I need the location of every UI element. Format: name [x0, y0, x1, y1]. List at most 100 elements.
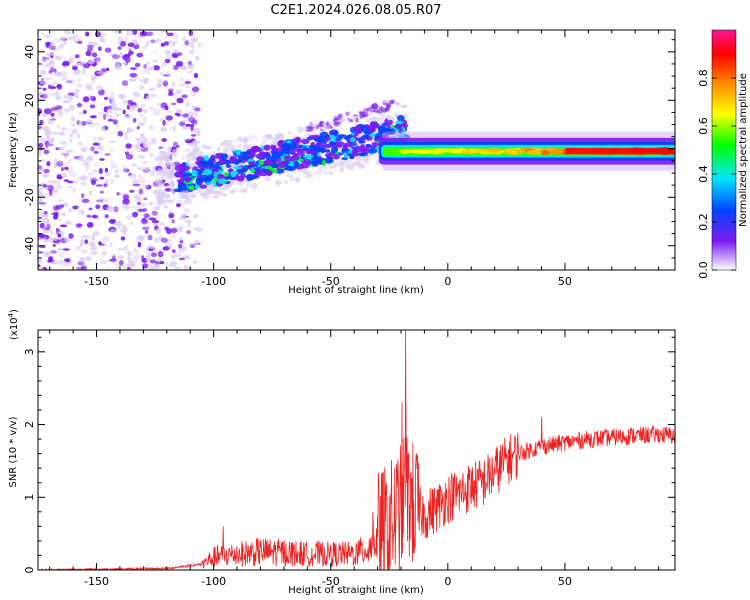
- spectrogram-noise-blob: [68, 207, 72, 213]
- y-tick-label: 3: [23, 348, 36, 355]
- spectrogram-noise-blob: [76, 40, 83, 44]
- spectrogram-noise-blob: [63, 202, 68, 207]
- spectrogram-noise-blob: [104, 218, 108, 221]
- spectrogram-noise-blob: [181, 65, 186, 69]
- spectrogram-noise-blob: [135, 209, 141, 213]
- spectrogram-noise-blob: [74, 88, 80, 95]
- x-tick-label: -100: [201, 575, 226, 588]
- spectrogram-noise-blob: [134, 249, 140, 254]
- spectrogram-noise-blob: [185, 140, 193, 144]
- snr-background: [38, 330, 675, 570]
- spectrogram-branch-blob: [317, 124, 324, 128]
- spectrogram-noise-blob: [38, 142, 44, 148]
- spectrogram-noise-blob: [87, 171, 96, 176]
- spectrogram-noise-blob: [114, 113, 120, 118]
- spectrogram-noise-blob: [80, 209, 85, 216]
- spectrogram-noise-blob: [90, 122, 94, 128]
- spectrogram-noise-blob: [72, 186, 77, 194]
- spectrogram-noise-blob: [104, 197, 110, 203]
- spectrogram-noise-blob: [193, 72, 198, 79]
- spectrogram-noise-blob: [188, 89, 192, 93]
- spectrogram-noise-blob: [127, 51, 132, 57]
- spectrogram-noise-blob: [49, 60, 54, 66]
- spectrogram-noise-blob: [162, 80, 169, 87]
- spectrogram-branch-blob: [381, 100, 389, 105]
- spectrogram-track-halo: [211, 189, 219, 195]
- spectrogram-noise-blob: [81, 193, 85, 199]
- spectrogram-noise-blob: [190, 134, 197, 137]
- spectrogram-track-blob: [203, 155, 209, 162]
- spectrogram-noise-blob: [53, 211, 59, 217]
- spectrogram-noise-blob: [181, 94, 188, 99]
- spectrogram-noise-blob: [121, 80, 129, 87]
- spectrogram-noise-blob: [56, 84, 62, 89]
- spectrogram-branch-blob: [395, 102, 400, 106]
- spectrogram-noise-blob: [117, 41, 121, 46]
- spectrogram-noise-blob: [179, 225, 184, 232]
- spectrogram-noise-blob: [148, 201, 153, 206]
- spectrogram-noise-blob: [152, 166, 156, 173]
- spectrogram-noise-blob: [143, 197, 148, 201]
- spectrogram-track-halo: [305, 172, 313, 177]
- spectrogram-noise-blob: [132, 211, 139, 218]
- spectrogram-track-blob: [286, 140, 292, 144]
- spectrogram-noise-blob: [122, 203, 128, 210]
- spectrogram-track-halo: [262, 134, 271, 139]
- spectrogram-noise-blob: [40, 63, 47, 69]
- spectrogram-track-blob: [250, 174, 258, 180]
- spectrogram-track-halo: [376, 117, 384, 124]
- spectrogram-track-blob: [271, 146, 278, 153]
- spectrogram-noise-blob: [99, 37, 106, 43]
- spectrogram-track-blob: [188, 184, 195, 191]
- spectrogram-track-halo: [330, 163, 337, 169]
- spectrogram-noise-blob: [142, 208, 148, 212]
- spectrogram-noise-blob: [46, 161, 51, 167]
- spectrogram-track-halo: [180, 200, 189, 206]
- spectrogram-noise-blob: [88, 190, 93, 196]
- spectrogram-noise-blob: [125, 153, 134, 160]
- spectrogram-noise-blob: [78, 120, 83, 126]
- spectrogram-noise-blob: [112, 54, 120, 59]
- spectrogram-track-halo: [365, 119, 373, 123]
- spectrogram-noise-blob: [47, 84, 53, 90]
- spectrogram-noise-blob: [143, 64, 147, 69]
- spectrogram-noise-blob: [194, 239, 200, 245]
- spectrogram-track-blob: [349, 155, 355, 160]
- spectrogram-noise-blob: [141, 166, 149, 173]
- spectrogram-noise-blob: [174, 266, 182, 270]
- spectrogram-noise-blob: [190, 36, 198, 43]
- spectrogram-noise-blob: [143, 143, 148, 148]
- spectrogram-noise-blob: [134, 198, 143, 202]
- spectrogram-noise-blob: [187, 221, 191, 227]
- spectrogram-noise-blob: [40, 158, 46, 162]
- spectrogram-track-blob: [195, 185, 200, 190]
- spectrogram-noise-blob: [74, 54, 80, 59]
- spectrogram-track-halo: [262, 139, 269, 143]
- spectrogram-noise-blob: [86, 86, 93, 91]
- spectrogram-noise-blob: [159, 189, 167, 194]
- spectrogram-noise-blob: [146, 40, 150, 44]
- spectrogram-noise-blob: [91, 234, 96, 242]
- spectrogram-noise-blob: [57, 259, 66, 265]
- spectrogram-track-halo: [175, 200, 182, 204]
- spectrogram-noise-blob: [141, 213, 145, 217]
- spectrogram-noise-blob: [92, 231, 100, 237]
- spectrogram-noise-blob: [132, 91, 141, 98]
- spectrogram-noise-blob: [75, 223, 83, 229]
- spectrogram-track-halo: [221, 193, 229, 197]
- spectrogram-track-halo: [317, 165, 323, 172]
- spectrogram-track-halo: [250, 135, 259, 141]
- spectrogram-noise-blob: [117, 130, 124, 137]
- spectrogram-track-blob: [223, 171, 229, 177]
- spectrogram-track-halo: [239, 187, 247, 194]
- spectrogram-noise-blob: [43, 108, 52, 115]
- spectrogram-track-halo: [340, 162, 349, 169]
- spectrogram-noise-blob: [45, 64, 50, 67]
- spectrogram-noise-blob: [141, 137, 148, 144]
- spectrogram-noise-blob: [160, 107, 167, 110]
- spectrogram-branch-blob: [381, 110, 388, 113]
- spectrogram-track-blob: [281, 148, 292, 155]
- spectrogram-noise-blob: [79, 242, 83, 247]
- spectrogram-noise-blob: [39, 222, 45, 229]
- spectrogram-branch-blob: [332, 118, 338, 123]
